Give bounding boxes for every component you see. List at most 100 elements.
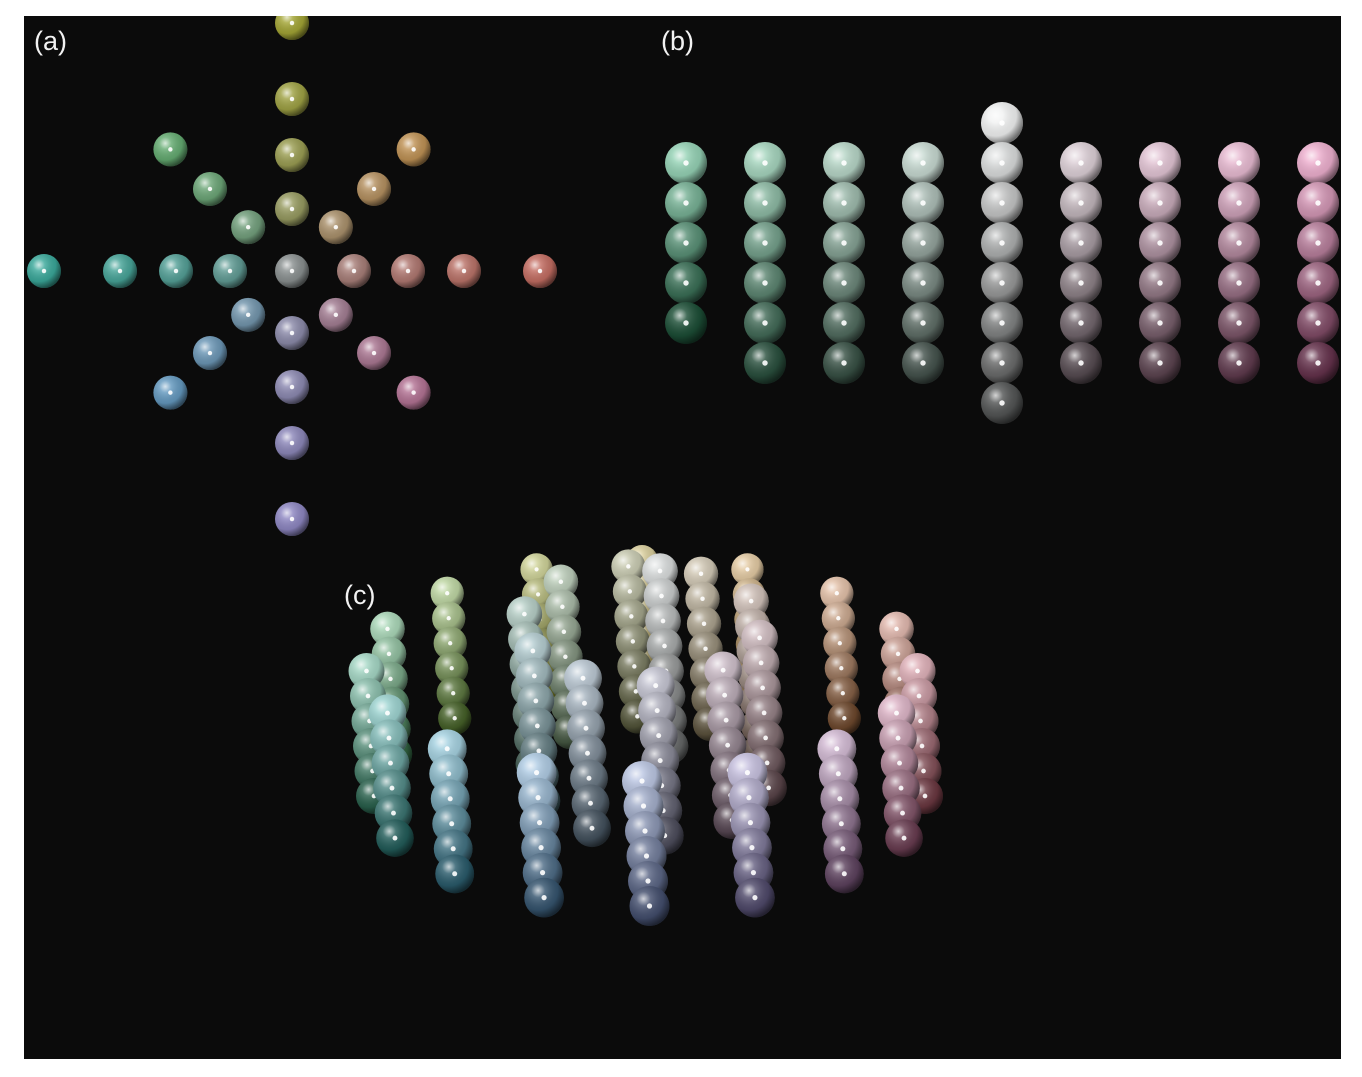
panel-a-label: (a) xyxy=(34,26,67,56)
sphere-a-spoke xyxy=(337,254,371,288)
sphere-b-column-ball xyxy=(744,342,786,384)
sphere-a-spoke xyxy=(275,138,309,172)
sphere-a-spoke xyxy=(231,210,266,245)
sphere-a-spoke xyxy=(192,171,227,206)
sphere-c-tower-ball xyxy=(524,877,564,918)
sphere-b-column-ball xyxy=(823,142,865,184)
sphere-a-spoke xyxy=(192,336,227,371)
sphere-a-spoke xyxy=(275,82,309,116)
sphere-c-tower-ball xyxy=(824,854,864,894)
sphere-b-column-ball xyxy=(823,262,865,304)
sphere-b-column-ball xyxy=(1139,182,1181,224)
sphere-b-column-ball xyxy=(902,302,944,344)
sphere-b-column-ball xyxy=(1297,182,1339,224)
sphere-a-spoke xyxy=(357,171,392,206)
sphere-b-column-ball xyxy=(1060,142,1102,184)
sphere-b-column-ball xyxy=(665,142,707,184)
sphere-b-column-ball xyxy=(981,222,1023,264)
sphere-b-column-ball xyxy=(665,262,707,304)
sphere-a-spoke xyxy=(523,254,557,288)
sphere-b-column-ball xyxy=(744,302,786,344)
sphere-c-tower-ball xyxy=(432,601,466,635)
sphere-b-column-ball xyxy=(981,302,1023,344)
sphere-c-tower-ball xyxy=(573,809,611,848)
sphere-c-tower-ball xyxy=(614,599,649,634)
sphere-b-column-ball xyxy=(1060,342,1102,384)
sphere-a-spoke xyxy=(447,254,481,288)
sphere-c-tower-ball xyxy=(545,589,580,625)
sphere-b-column-ball xyxy=(1297,342,1339,384)
sphere-c-tower-ball xyxy=(821,601,855,635)
panel-a-radial-spheres xyxy=(27,16,557,536)
sphere-c-tower-ball xyxy=(435,854,475,894)
sphere-b-column-ball xyxy=(1218,222,1260,264)
sphere-c-tower-ball xyxy=(436,676,470,710)
sphere-b-column-ball xyxy=(1218,262,1260,304)
panel-b-label: (b) xyxy=(661,26,694,56)
sphere-c-tower-ball xyxy=(430,576,464,610)
sphere-c-tower-ball xyxy=(733,583,769,619)
sphere-c-tower-ball xyxy=(686,606,722,641)
sphere-c-tower-ball xyxy=(438,701,472,735)
sphere-b-column-ball xyxy=(902,142,944,184)
sphere-b-column-ball xyxy=(1297,302,1339,344)
sphere-c-tower-ball xyxy=(629,886,670,926)
sphere-a-spoke xyxy=(275,316,309,350)
sphere-c-tower-ball xyxy=(543,564,579,600)
sphere-b-column-ball xyxy=(1060,222,1102,264)
sphere-a-spoke xyxy=(275,502,309,536)
sphere-b-column-ball xyxy=(665,182,707,224)
sphere-a-spoke xyxy=(275,192,309,226)
sphere-a-spoke xyxy=(396,132,431,167)
sphere-c-tower-ball xyxy=(824,651,858,685)
sphere-b-column-ball xyxy=(902,222,944,264)
sphere-b-column-ball xyxy=(981,342,1023,384)
sphere-b-column-ball xyxy=(902,262,944,304)
sphere-c-tower-ball xyxy=(685,581,720,616)
sphere-b-column-ball xyxy=(1218,182,1260,224)
sphere-a-spoke xyxy=(396,375,431,410)
sphere-c-tower-ball xyxy=(611,549,646,584)
sphere-a-center xyxy=(275,254,309,288)
panel-c-3d-sphere-towers xyxy=(348,545,943,926)
sphere-b-column-ball xyxy=(665,302,707,344)
sphere-a-spoke xyxy=(275,426,309,460)
sphere-c-tower-ball xyxy=(615,624,650,659)
sphere-a-spoke xyxy=(231,297,266,332)
sphere-b-column-ball xyxy=(1139,262,1181,304)
sphere-b-column-ball xyxy=(1218,302,1260,344)
sphere-b-column-ball xyxy=(1297,142,1339,184)
sphere-c-tower-ball xyxy=(826,676,860,710)
sphere-b-column-ball xyxy=(1297,262,1339,304)
sphere-b-column-ball xyxy=(902,342,944,384)
sphere-scene xyxy=(27,16,1339,926)
sphere-b-column-ball xyxy=(981,142,1023,184)
sphere-c-tower-ball xyxy=(688,631,723,666)
sphere-a-spoke xyxy=(275,370,309,404)
sphere-a-spoke xyxy=(159,254,193,288)
sphere-c-tower-ball xyxy=(376,819,414,857)
sphere-c-tower-ball xyxy=(683,556,719,591)
sphere-c-tower-ball xyxy=(435,651,469,685)
sphere-a-spoke xyxy=(27,254,61,288)
sphere-a-spoke xyxy=(275,16,309,40)
sphere-b-column-ball xyxy=(981,182,1023,224)
sphere-b-column-ball xyxy=(902,182,944,224)
sphere-c-tower-ball xyxy=(370,611,405,647)
sphere-c-tower-ball xyxy=(735,877,775,918)
sphere-a-spoke xyxy=(103,254,137,288)
sphere-b-column-ball xyxy=(1218,342,1260,384)
sphere-b-column-ball xyxy=(823,182,865,224)
sphere-b-column-ball xyxy=(1297,222,1339,264)
sphere-b-column-ball xyxy=(1060,302,1102,344)
sphere-b-column-ball xyxy=(744,222,786,264)
sphere-a-spoke xyxy=(153,375,188,410)
sphere-b-column-ball xyxy=(744,142,786,184)
sphere-b-column-ball xyxy=(981,382,1023,424)
sphere-b-column-ball xyxy=(744,262,786,304)
sphere-b-column-ball xyxy=(1060,262,1102,304)
figure-canvas: (a) (b) (c) xyxy=(24,16,1341,1059)
sphere-c-tower-ball xyxy=(823,626,857,660)
panel-c-label: (c) xyxy=(344,580,376,610)
sphere-c-tower-ball xyxy=(820,576,854,610)
